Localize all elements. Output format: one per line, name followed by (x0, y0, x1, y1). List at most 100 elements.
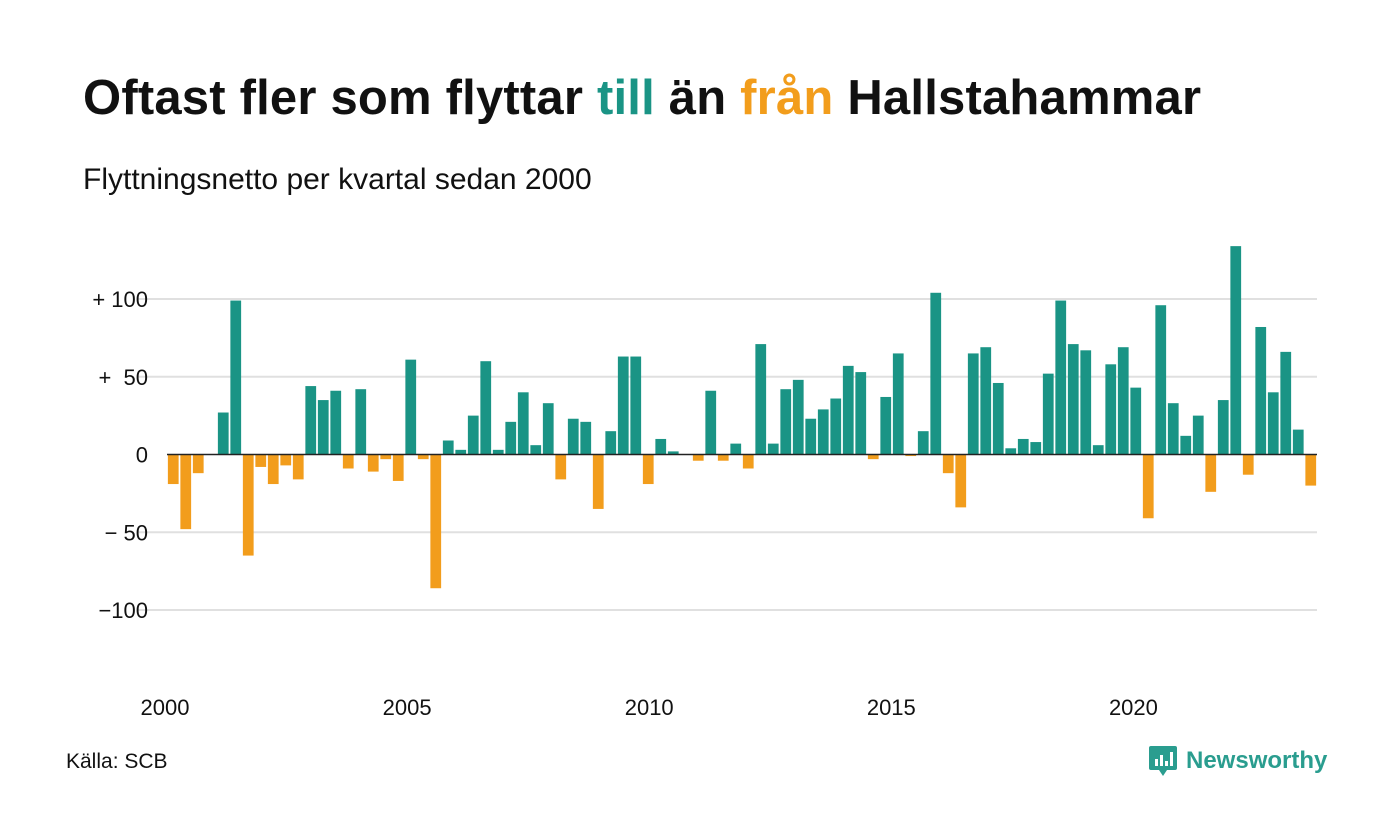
bar-positive (1267, 392, 1279, 455)
newsworthy-logo-icon (1149, 746, 1177, 776)
bar-positive (305, 386, 317, 455)
bar-negative (192, 454, 204, 474)
bar-positive (730, 443, 742, 455)
y-tick-label: 0 (136, 443, 148, 468)
bar-positive (1292, 429, 1304, 455)
title-part-2: än (654, 71, 741, 125)
bar-negative (267, 454, 279, 485)
x-tick-label: 2010 (625, 695, 674, 720)
bar-positive (630, 356, 642, 455)
x-tick-label: 2020 (1109, 695, 1158, 720)
bar-positive (580, 421, 592, 455)
bar-positive (530, 445, 542, 455)
bar-negative (942, 454, 954, 474)
brand-name: Newsworthy (1186, 747, 1328, 774)
bar-positive (230, 300, 242, 455)
bar-positive (1092, 445, 1104, 455)
bar-negative (392, 454, 404, 481)
y-tick-label: −100 (98, 598, 148, 623)
bars (167, 246, 1317, 589)
bar-negative (180, 454, 192, 530)
bar-negative (1242, 454, 1254, 475)
title-part-3: Hallstahammar (833, 71, 1202, 125)
bar-negative (592, 454, 604, 509)
bar-positive (1217, 400, 1229, 455)
bar-positive (667, 451, 679, 455)
chart-title: Oftast fler som flyttar till än från Hal… (83, 70, 1201, 126)
bar-negative (242, 454, 254, 556)
bar-chart: + 100 + 50 0 − 50 −100 2000 2005 2010 2015 2020 (92, 246, 1317, 720)
bar-positive (1080, 350, 1092, 455)
y-tick-label: − 50 (105, 520, 148, 545)
bar-positive (467, 415, 479, 455)
bar-positive (980, 347, 992, 455)
bar-positive (792, 379, 804, 455)
bar-positive (317, 400, 329, 455)
source-label: Källa: SCB (66, 750, 168, 773)
bar-positive (330, 390, 342, 455)
bar-positive (917, 431, 929, 455)
bar-positive (517, 392, 529, 455)
bar-positive (480, 361, 492, 455)
bar-positive (930, 292, 942, 455)
bar-negative (255, 454, 267, 467)
bar-positive (1255, 326, 1267, 455)
bar-negative (955, 454, 967, 508)
title-part-1: Oftast fler som flyttar (83, 71, 597, 125)
bar-positive (805, 418, 817, 455)
bar-positive (967, 353, 979, 455)
bar-negative (417, 454, 429, 460)
bar-positive (992, 382, 1004, 455)
y-axis-tick-labels: + 100 + 50 0 − 50 −100 (92, 287, 148, 623)
bar-positive (605, 431, 617, 455)
brand-logo: Newsworthy (1148, 744, 1327, 778)
bar-negative (1305, 454, 1317, 486)
bar-positive (892, 353, 904, 455)
bar-positive (217, 412, 229, 455)
x-tick-label: 2005 (383, 695, 432, 720)
bar-positive (880, 396, 892, 455)
title-word-fran: från (740, 71, 834, 125)
bar-positive (617, 356, 629, 455)
bar-negative (342, 454, 354, 469)
bar-positive (767, 443, 779, 455)
bar-positive (1017, 438, 1029, 455)
bar-positive (1030, 442, 1042, 455)
bar-negative (1142, 454, 1154, 519)
bar-positive (442, 440, 454, 455)
bar-positive (505, 421, 517, 455)
bar-positive (1055, 300, 1067, 455)
bar-positive (705, 390, 717, 455)
gridlines (138, 298, 1317, 611)
bar-positive (405, 359, 417, 455)
bar-positive (1117, 347, 1129, 455)
bar-positive (1155, 305, 1167, 455)
bar-positive (1192, 415, 1204, 455)
bar-positive (1130, 387, 1142, 455)
bar-negative (717, 454, 729, 461)
title-word-till: till (596, 71, 655, 125)
bar-positive (655, 438, 667, 455)
bar-positive (542, 403, 554, 455)
bar-positive (1067, 344, 1079, 455)
bar-negative (167, 454, 179, 485)
x-tick-label: 2015 (867, 695, 916, 720)
bar-positive (1042, 373, 1054, 455)
chart-subtitle: Flyttningsnetto per kvartal sedan 2000 (83, 163, 592, 196)
bar-positive (780, 389, 792, 455)
bar-positive (1167, 403, 1179, 455)
bar-negative (642, 454, 654, 485)
bar-positive (1105, 364, 1117, 455)
bar-negative (430, 454, 442, 589)
bar-positive (817, 409, 829, 455)
bar-positive (1180, 435, 1192, 455)
bar-negative (555, 454, 567, 480)
x-tick-label: 2000 (141, 695, 190, 720)
bar-positive (855, 372, 867, 455)
bar-negative (1205, 454, 1217, 492)
bar-negative (292, 454, 304, 480)
bar-positive (455, 449, 467, 455)
y-tick-label: + 100 (92, 287, 148, 312)
bar-negative (867, 454, 879, 460)
y-tick-label: + 50 (98, 365, 148, 390)
